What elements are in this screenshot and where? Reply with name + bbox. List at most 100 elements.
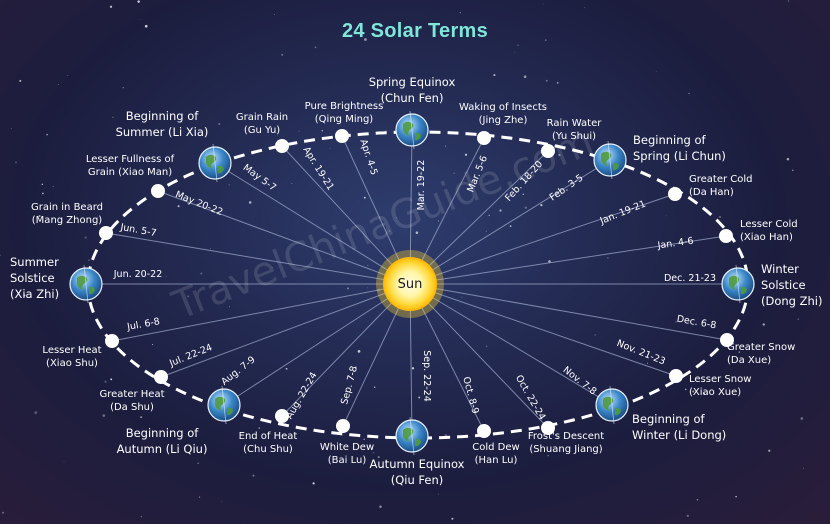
star xyxy=(684,388,687,391)
term-name: Greater Heat xyxy=(99,389,164,400)
star xyxy=(228,306,230,308)
star xyxy=(461,296,463,298)
star xyxy=(692,390,695,393)
star xyxy=(418,396,421,399)
star xyxy=(210,248,211,249)
star xyxy=(558,153,561,157)
ray-line xyxy=(409,283,677,377)
star xyxy=(545,79,548,82)
star xyxy=(321,130,323,132)
star xyxy=(451,517,454,520)
term-pinyin: Spring (Li Chun) xyxy=(633,149,726,163)
ray-line xyxy=(105,232,411,285)
star xyxy=(437,493,439,495)
star xyxy=(2,511,5,514)
term-dot xyxy=(477,424,491,438)
star xyxy=(23,294,26,297)
term-name: Grain Rain xyxy=(236,112,288,123)
star xyxy=(285,367,288,370)
star xyxy=(485,230,487,232)
ray-line xyxy=(409,193,676,285)
star xyxy=(768,449,771,452)
term-pinyin: Solstice xyxy=(10,271,55,285)
star xyxy=(485,345,488,348)
star xyxy=(197,462,199,465)
term-dot xyxy=(99,226,113,240)
star xyxy=(140,416,143,419)
term-date: Aug. 22-24 xyxy=(284,370,320,421)
star xyxy=(139,19,141,20)
term-date: Oct. 22-24 xyxy=(513,373,548,422)
term-date: Oct. 8-9 xyxy=(460,376,480,416)
star xyxy=(696,499,699,501)
earth-icon xyxy=(395,110,429,150)
term-dot xyxy=(669,369,683,383)
term-name: Beginning of xyxy=(632,412,706,426)
term-name: Spring Equinox xyxy=(369,75,456,89)
term-pinyin: (Chu Shu) xyxy=(243,444,293,455)
term-date: Nov. 7-8 xyxy=(561,365,599,398)
star xyxy=(298,130,300,132)
star xyxy=(509,225,512,227)
star xyxy=(517,44,519,47)
term-name: Frost's Descent xyxy=(528,431,604,442)
star xyxy=(58,84,59,85)
star xyxy=(363,196,366,199)
star xyxy=(177,205,180,208)
star xyxy=(314,46,317,49)
term-dot xyxy=(151,184,165,198)
term-pinyin: (Jing Zhe) xyxy=(479,115,528,126)
term-pinyin: (Xia Zhi) xyxy=(10,287,59,301)
term-pinyin: Summer (Li Xia) xyxy=(116,125,209,139)
star xyxy=(367,287,369,289)
term-name: Lesser Snow xyxy=(689,374,751,385)
ray-line xyxy=(409,137,485,285)
star xyxy=(499,209,502,212)
star xyxy=(548,260,551,263)
term-pinyin: (Xiao Shu) xyxy=(46,358,98,369)
star xyxy=(15,161,17,164)
star xyxy=(762,323,765,326)
term-name: Beginning of xyxy=(126,426,200,440)
star xyxy=(522,193,524,195)
star xyxy=(140,515,143,518)
term-date: Apr. 4-5 xyxy=(357,138,379,177)
star xyxy=(329,148,331,149)
term-date: May 5-7 xyxy=(241,162,278,193)
star xyxy=(607,257,609,259)
star xyxy=(357,350,361,353)
star xyxy=(335,116,337,118)
star xyxy=(594,334,596,336)
earth-icon xyxy=(207,385,241,425)
star xyxy=(655,71,657,73)
term-pinyin: (Chun Fen) xyxy=(381,91,444,105)
term-name: Lesser Heat xyxy=(42,345,101,356)
star xyxy=(372,451,375,454)
term-date: Jan. 19-21 xyxy=(598,199,648,228)
star xyxy=(379,505,382,508)
star xyxy=(312,482,315,485)
star xyxy=(453,172,455,174)
term-dot xyxy=(275,139,289,153)
term-pinyin: (Xiao Xue) xyxy=(689,387,741,398)
term-name: Grain in Beard xyxy=(31,202,103,213)
sun-rays xyxy=(86,129,738,437)
ray-line xyxy=(281,283,411,417)
term-dot xyxy=(541,421,555,435)
star xyxy=(388,230,391,232)
star xyxy=(556,81,559,84)
term-date: Dec. 21-23 xyxy=(664,273,716,284)
term-pinyin: (Da Shu) xyxy=(110,402,154,413)
star xyxy=(41,183,43,185)
star xyxy=(154,158,156,160)
term-dot xyxy=(541,144,555,158)
term-date: Mar. 19-22 xyxy=(416,160,427,211)
star xyxy=(346,287,350,290)
ray-line xyxy=(409,283,549,429)
star xyxy=(374,386,376,388)
star xyxy=(411,367,415,370)
page-title: 24 Solar Terms xyxy=(341,20,489,42)
term-pinyin: (Shuang Jiang) xyxy=(529,444,602,455)
term-dot xyxy=(335,129,349,143)
star xyxy=(437,220,439,222)
